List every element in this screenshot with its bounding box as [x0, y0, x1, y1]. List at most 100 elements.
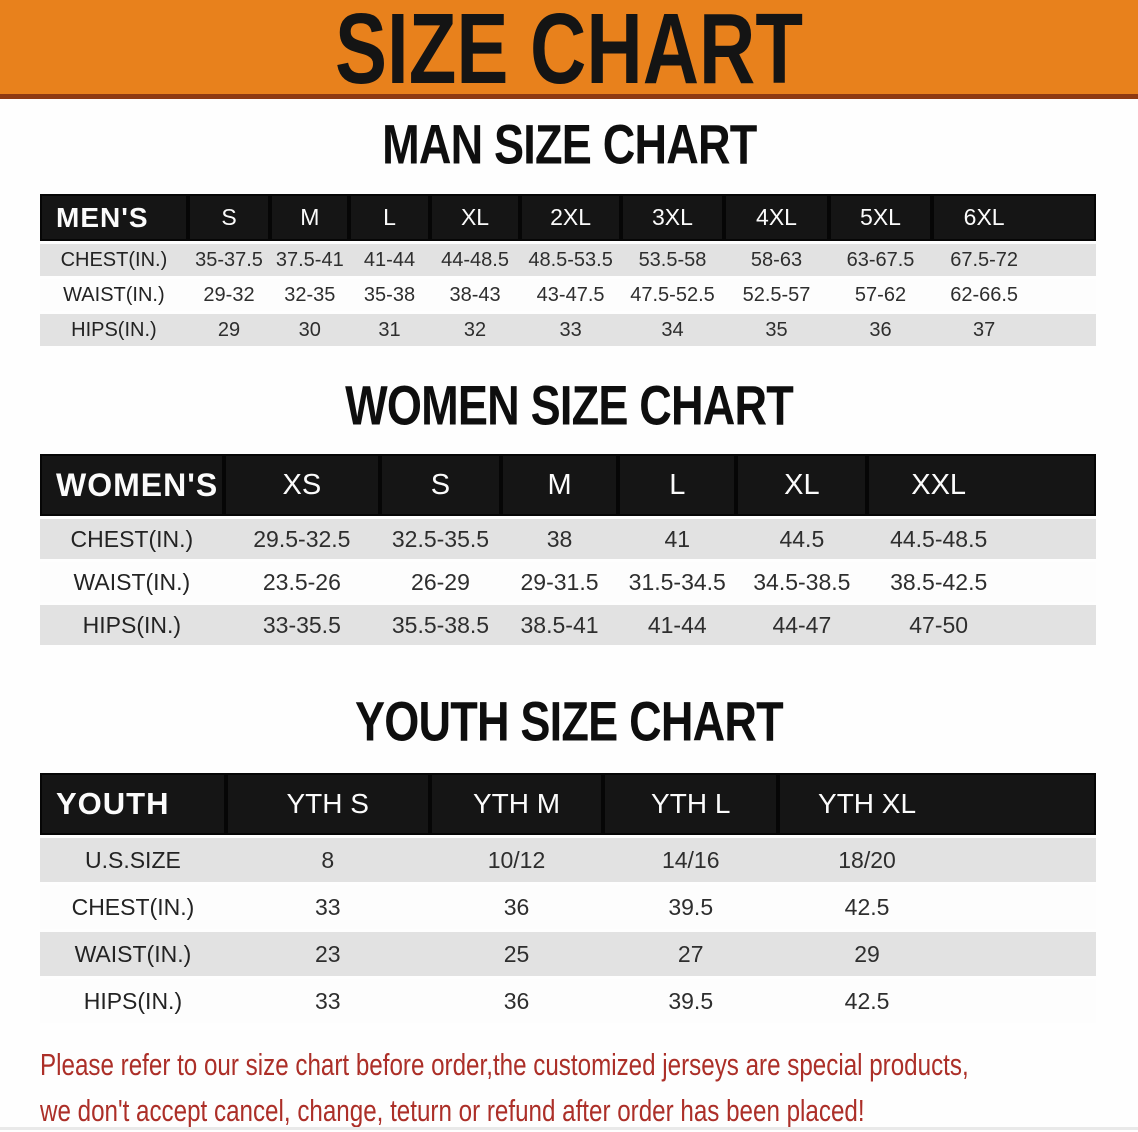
youth-row-chestin: CHEST(IN.) 33 36 39.5 42.5	[40, 885, 1096, 929]
disclaimer-line-1: Please refer to our size chart before or…	[40, 1047, 969, 1082]
measurement-value: 42.5	[844, 893, 890, 920]
measurement-value: 30	[298, 318, 321, 341]
measurement-value: 38.5-41	[520, 611, 599, 638]
measurement-value: 38	[546, 525, 573, 552]
measurement-value: 23.5-26	[262, 568, 341, 595]
youth-size-table: YOUTH YTH S YTH M YTH L YTH XL U.S.SIZE 8 10/12…	[40, 770, 1096, 1026]
women-size-table: WOMEN'S XS S M L XL XXL CHEST(IN.) 29.5-32.5 32.5…	[40, 451, 1096, 648]
men-row-waistin: WAIST(IN.) 29-32 32-35 35-38 38-43 43-47.5 47.…	[40, 279, 1096, 311]
women-size-column-xxl: XXL	[867, 454, 1096, 516]
row-label: CHEST(IN.)	[60, 248, 168, 271]
measurement-value: 33	[559, 318, 582, 341]
measurement-value: 29	[854, 940, 880, 967]
measurement-value: 44-48.5	[441, 248, 509, 271]
men-size-column-xl: XL	[429, 194, 521, 241]
measurement-value: 33	[314, 893, 341, 920]
measurement-value: 31.5-34.5	[628, 568, 726, 595]
measurement-value: 35	[765, 318, 788, 341]
men-size-column-m: M	[270, 194, 350, 241]
men-row-chestin: CHEST(IN.) 35-37.5 37.5-41 41-44 44-48.5 48.5…	[40, 244, 1096, 276]
disclaimer: Please refer to our size chart before or…	[40, 1042, 1138, 1132]
men-section-heading-text: MAN SIZE CHART	[381, 112, 757, 176]
men-size-column-6xl: 6XL	[932, 194, 1096, 241]
measurement-value: 32.5-35.5	[391, 525, 490, 552]
measurement-value: 35-37.5	[195, 248, 263, 271]
measurement-value: 44.5-48.5	[890, 525, 988, 552]
men-size-table: MEN'S S M L XL 2XL 3XL 4XL 5XL 6XL CHEST(IN.) 35-37…	[40, 191, 1096, 349]
women-section-heading-text: WOMEN SIZE CHART	[345, 373, 794, 437]
measurement-value: 29	[217, 318, 241, 341]
row-label: WAIST(IN.)	[73, 568, 191, 595]
men-size-column-4xl: 4XL	[724, 194, 829, 241]
youth-size-column-yth-xl: YTH XL	[778, 773, 1096, 835]
men-size-column-2xl: 2XL	[520, 194, 621, 241]
measurement-value: 26-29	[411, 568, 470, 595]
measurement-value: 67.5-72	[950, 248, 1019, 271]
measurement-value: 62-66.5	[950, 283, 1019, 306]
measurement-value: 48.5-53.5	[528, 248, 613, 271]
measurement-value: 41-44	[363, 248, 416, 271]
measurement-value: 57-62	[854, 283, 907, 306]
measurement-value: 37.5-41	[275, 248, 344, 271]
men-table-header-row: MEN'S S M L XL 2XL 3XL 4XL 5XL 6XL	[40, 194, 1096, 241]
measurement-value: 53.5-58	[638, 248, 707, 271]
youth-table-header-row: YOUTH YTH S YTH M YTH L YTH XL	[40, 773, 1096, 835]
women-size-column-s: S	[380, 454, 501, 516]
row-label: HIPS(IN.)	[83, 987, 183, 1014]
measurement-value: 35.5-38.5	[391, 611, 490, 638]
measurement-value: 63-67.5	[846, 248, 915, 271]
measurement-value: 39.5	[668, 893, 714, 920]
women-table-header-row: WOMEN'S XS S M L XL XXL	[40, 454, 1096, 516]
measurement-value: 33	[314, 987, 341, 1014]
men-size-column-5xl: 5XL	[828, 194, 933, 241]
measurement-value: 52.5-57	[742, 283, 811, 306]
measurement-value: 34.5-38.5	[753, 568, 851, 595]
youth-section-heading: YOUTH SIZE CHART	[0, 693, 1138, 749]
men-size-column-s: S	[187, 194, 271, 241]
measurement-value: 41-44	[647, 611, 707, 638]
measurement-value: 14/16	[661, 846, 720, 873]
measurement-value: 39.5	[668, 987, 714, 1014]
measurement-value: 33-35.5	[262, 611, 341, 638]
measurement-value: 47-50	[909, 611, 969, 638]
youth-size-table-wrap: YOUTH YTH S YTH M YTH L YTH XL U.S.SIZE 8 10/12…	[40, 770, 1096, 1026]
youth-size-column-yth-l: YTH L	[603, 773, 779, 835]
men-table-header-label: MEN'S	[40, 194, 188, 241]
banner: SIZE CHART	[0, 0, 1138, 99]
measurement-value: 29-32	[203, 283, 255, 306]
measurement-value: 44.5	[779, 525, 825, 552]
women-size-column-m: M	[500, 454, 619, 516]
disclaimer-line-2: we don't accept cancel, change, teturn o…	[40, 1093, 865, 1128]
measurement-value: 38.5-42.5	[890, 568, 988, 595]
youth-size-column-yth-m: YTH M	[429, 773, 604, 835]
women-size-column-xs: XS	[223, 454, 381, 516]
women-size-column-xl: XL	[736, 454, 868, 516]
measurement-value: 47.5-52.5	[630, 283, 715, 306]
measurement-value: 32-35	[284, 283, 336, 306]
measurement-value: 41	[664, 525, 691, 552]
youth-size-column-yth-s: YTH S	[225, 773, 430, 835]
women-row-chestin: CHEST(IN.) 29.5-32.5 32.5-35.5 38 41 44.5 44.5…	[40, 519, 1096, 559]
measurement-value: 36	[503, 893, 530, 920]
women-section-heading: WOMEN SIZE CHART	[0, 373, 1138, 437]
measurement-value: 25	[503, 940, 530, 967]
bottom-edge-line	[0, 1127, 1138, 1130]
youth-row-hipsin: HIPS(IN.) 33 36 39.5 42.5	[40, 979, 1096, 1023]
row-label: HIPS(IN.)	[82, 611, 182, 638]
row-label: WAIST(IN.)	[63, 283, 165, 306]
men-size-column-l: L	[349, 194, 430, 241]
measurement-value: 36	[503, 987, 530, 1014]
measurement-value: 35-38	[363, 283, 416, 306]
row-label: CHEST(IN.)	[70, 525, 194, 552]
row-label: WAIST(IN.)	[74, 940, 192, 967]
men-size-column-3xl: 3XL	[620, 194, 725, 241]
measurement-value: 31	[378, 318, 401, 341]
youth-row-ussize: U.S.SIZE 8 10/12 14/16 18/20	[40, 838, 1096, 882]
youth-row-waistin: WAIST(IN.) 23 25 27 29	[40, 932, 1096, 976]
measurement-value: 58-63	[750, 248, 803, 271]
measurement-value: 42.5	[844, 987, 890, 1014]
women-row-hipsin: HIPS(IN.) 33-35.5 35.5-38.5 38.5-41 41-44 44-…	[40, 605, 1096, 645]
section-youth: YOUTH SIZE CHART YOUTH YTH S YTH M YTH L YTH…	[0, 693, 1138, 1026]
women-row-waistin: WAIST(IN.) 23.5-26 26-29 29-31.5 31.5-34.5 34…	[40, 562, 1096, 602]
measurement-value: 37	[973, 318, 996, 341]
